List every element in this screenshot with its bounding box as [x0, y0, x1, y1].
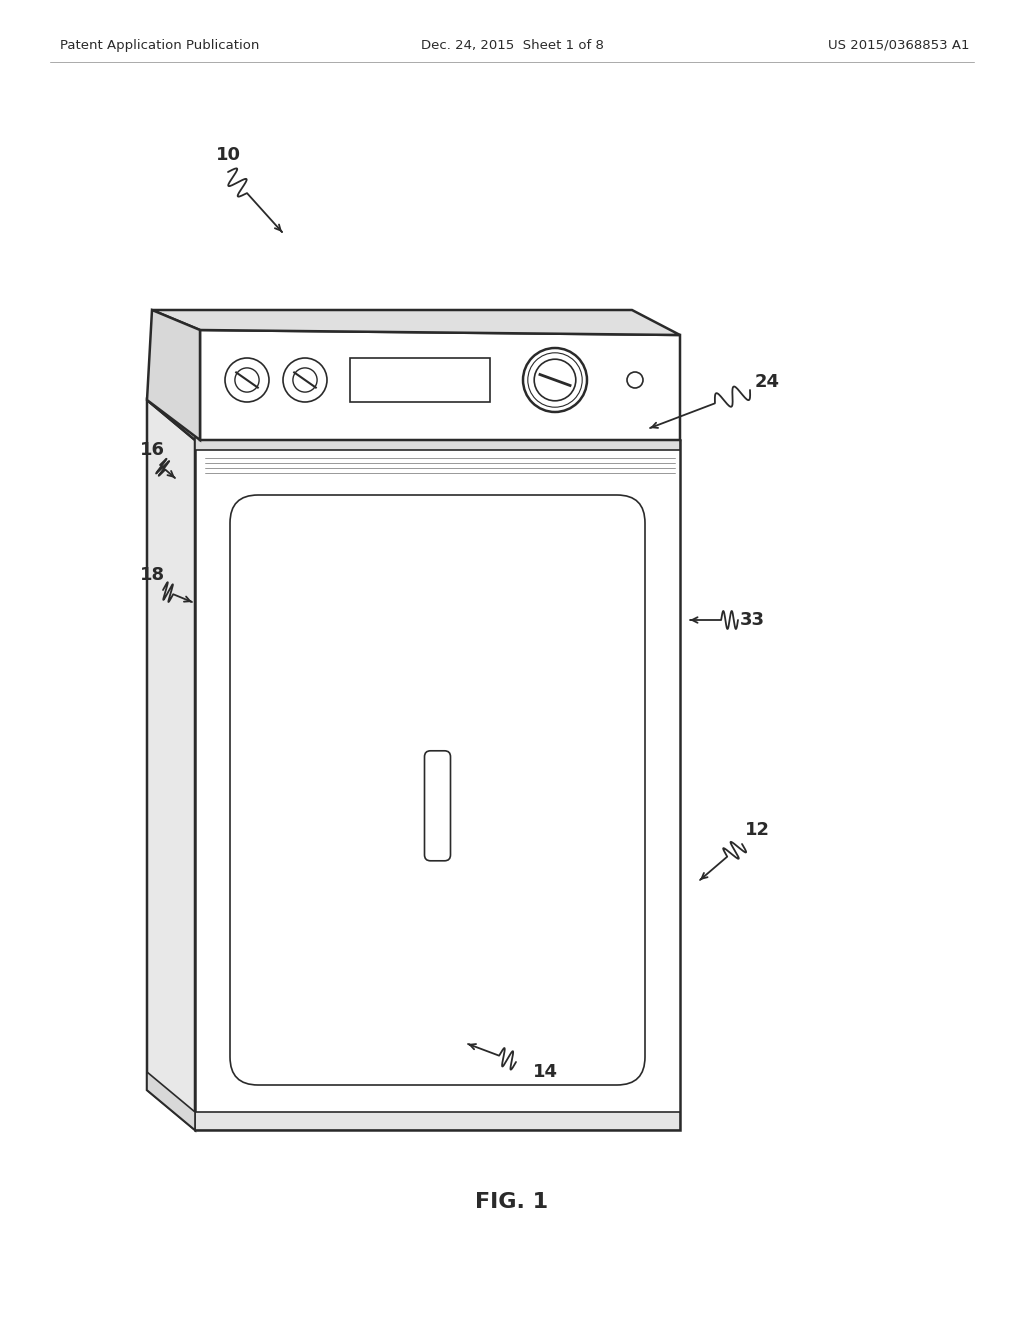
FancyBboxPatch shape [230, 495, 645, 1085]
Bar [350, 358, 490, 403]
Text: 16: 16 [139, 441, 165, 459]
Polygon shape [147, 400, 195, 1130]
Text: 12: 12 [745, 821, 770, 840]
Polygon shape [195, 440, 680, 1130]
Polygon shape [195, 1111, 680, 1130]
Text: 24: 24 [755, 374, 780, 391]
Text: 14: 14 [532, 1063, 557, 1081]
Polygon shape [200, 330, 680, 440]
Circle shape [234, 368, 259, 392]
Circle shape [627, 372, 643, 388]
Circle shape [293, 368, 317, 392]
Text: 33: 33 [740, 611, 765, 630]
Polygon shape [195, 432, 680, 450]
Text: FIG. 1: FIG. 1 [475, 1192, 549, 1212]
Text: Dec. 24, 2015  Sheet 1 of 8: Dec. 24, 2015 Sheet 1 of 8 [421, 38, 603, 51]
Polygon shape [147, 310, 200, 440]
Circle shape [535, 359, 575, 401]
Polygon shape [147, 400, 680, 440]
Circle shape [283, 358, 327, 403]
FancyBboxPatch shape [425, 751, 451, 861]
Polygon shape [147, 1072, 195, 1130]
Text: 18: 18 [139, 566, 165, 583]
Circle shape [225, 358, 269, 403]
Polygon shape [152, 310, 680, 335]
Text: 10: 10 [215, 147, 241, 164]
Circle shape [523, 348, 587, 412]
Text: US 2015/0368853 A1: US 2015/0368853 A1 [828, 38, 970, 51]
Text: Patent Application Publication: Patent Application Publication [60, 38, 259, 51]
